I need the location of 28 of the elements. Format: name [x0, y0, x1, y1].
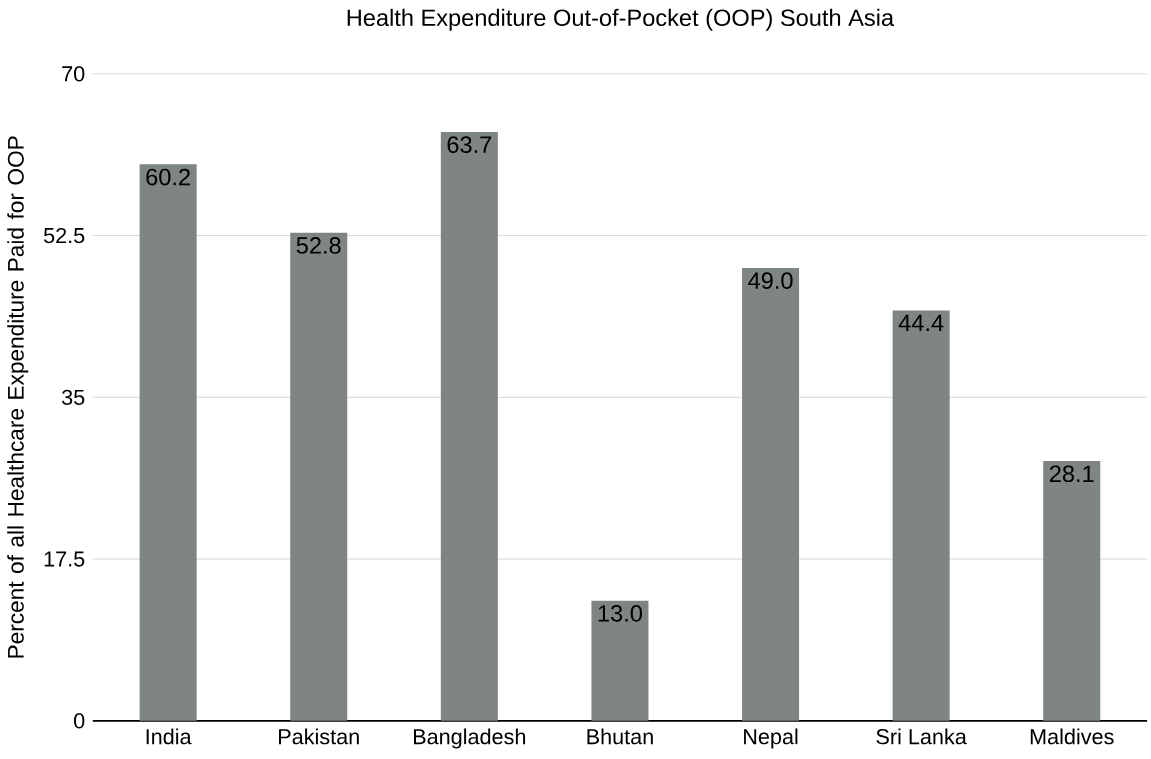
data-label: 13.0 — [598, 604, 642, 622]
y-tick-label: 0 — [74, 713, 85, 729]
data-label: 63.7 — [447, 136, 492, 153]
x-tick-label: India — [146, 728, 192, 745]
x-tick-label: Bangladesh — [413, 728, 526, 749]
y-tick-label: 70 — [62, 66, 85, 82]
data-label: 52.8 — [296, 237, 341, 254]
y-axis-title: Percent of all Healthcare Expenditure Paid for OOP — [7, 136, 29, 658]
y-tick-label: 35 — [61, 389, 85, 405]
data-label: 28.1 — [1049, 465, 1094, 483]
bar — [892, 310, 950, 721]
data-label: 60.2 — [146, 168, 190, 186]
bar — [742, 267, 800, 721]
chart-title: Health Expenditure Out-of-Pocket (OOP) South Asia — [347, 8, 895, 31]
x-tick-label: Pakistan — [279, 728, 359, 745]
bar — [591, 600, 649, 721]
y-tick-label: 17.5 — [44, 551, 85, 567]
bar — [440, 131, 498, 721]
bar — [139, 164, 197, 721]
x-tick-label: Nepal — [744, 728, 798, 749]
data-label: 49.0 — [748, 272, 793, 289]
x-tick-label: Sri Lanka — [876, 728, 967, 745]
bar — [290, 232, 348, 721]
x-tick-label: Maldives — [1030, 728, 1114, 745]
bar — [1043, 461, 1101, 721]
x-tick-label: Bhutan — [587, 728, 653, 745]
data-label: 44.4 — [898, 314, 944, 331]
y-tick-label: 52.5 — [43, 227, 85, 244]
